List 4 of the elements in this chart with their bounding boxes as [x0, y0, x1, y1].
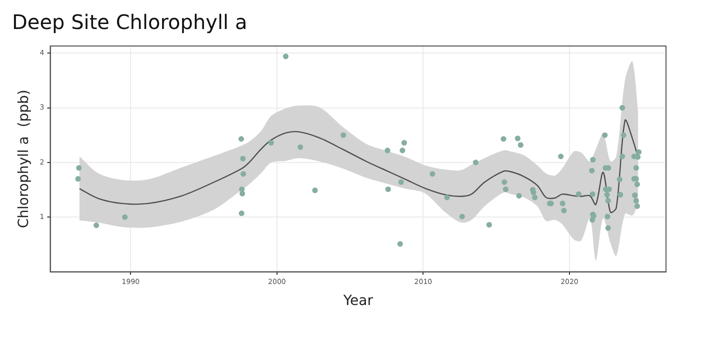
- y-axis-title: Chlorophyll a (ppb): [16, 90, 32, 228]
- x-axis-title: Year: [342, 293, 374, 310]
- line-series: [78, 120, 639, 213]
- chart-title: Deep Site Chlorophyll a: [12, 10, 248, 34]
